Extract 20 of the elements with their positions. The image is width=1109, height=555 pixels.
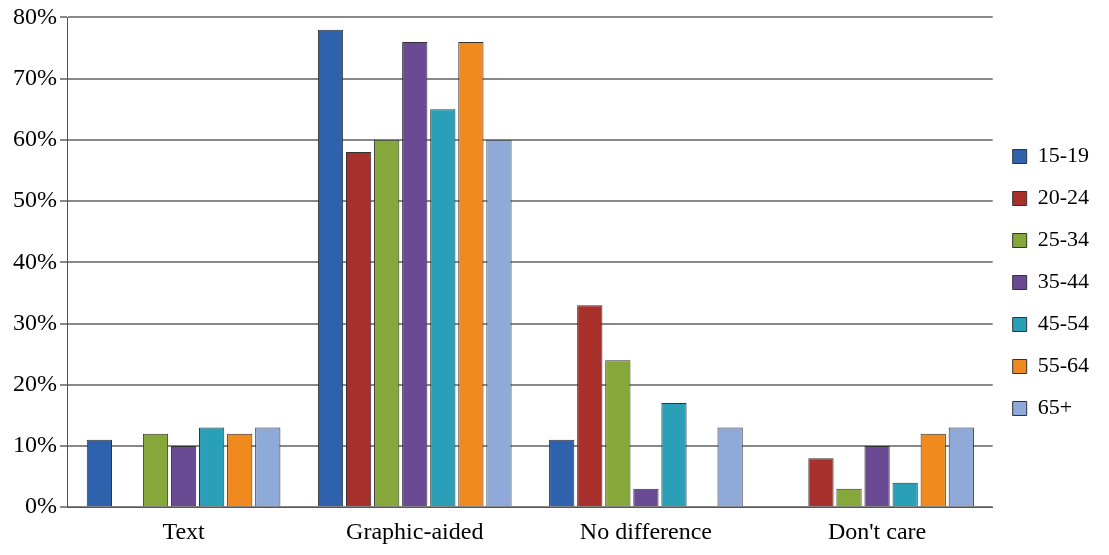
legend-label: 35-44 <box>1037 268 1089 294</box>
x-tick-label: Don't care <box>827 517 927 544</box>
legend-label: 55-64 <box>1037 352 1089 378</box>
legend-label: 45-54 <box>1037 310 1089 336</box>
legend-label: 20-24 <box>1037 184 1089 210</box>
y-tick-label: 30% <box>12 308 57 335</box>
x-tick-label: Text <box>162 517 206 544</box>
y-tick-label: 80% <box>12 2 57 29</box>
y-tick-label: 20% <box>12 370 57 397</box>
x-tick-label: No difference <box>579 517 712 544</box>
y-tick-label: 10% <box>12 431 57 458</box>
y-tick-label: 70% <box>12 63 57 90</box>
y-tick-label: 50% <box>12 186 57 213</box>
y-tick-label: 40% <box>12 247 57 274</box>
legend-label: 65+ <box>1037 394 1073 420</box>
legend-label: 15-19 <box>1037 142 1089 168</box>
y-tick-label: 60% <box>12 125 57 152</box>
y-tick-label: 0% <box>24 492 57 519</box>
x-tick-label: Graphic-aided <box>346 517 484 544</box>
legend-label: 25-34 <box>1037 226 1089 252</box>
